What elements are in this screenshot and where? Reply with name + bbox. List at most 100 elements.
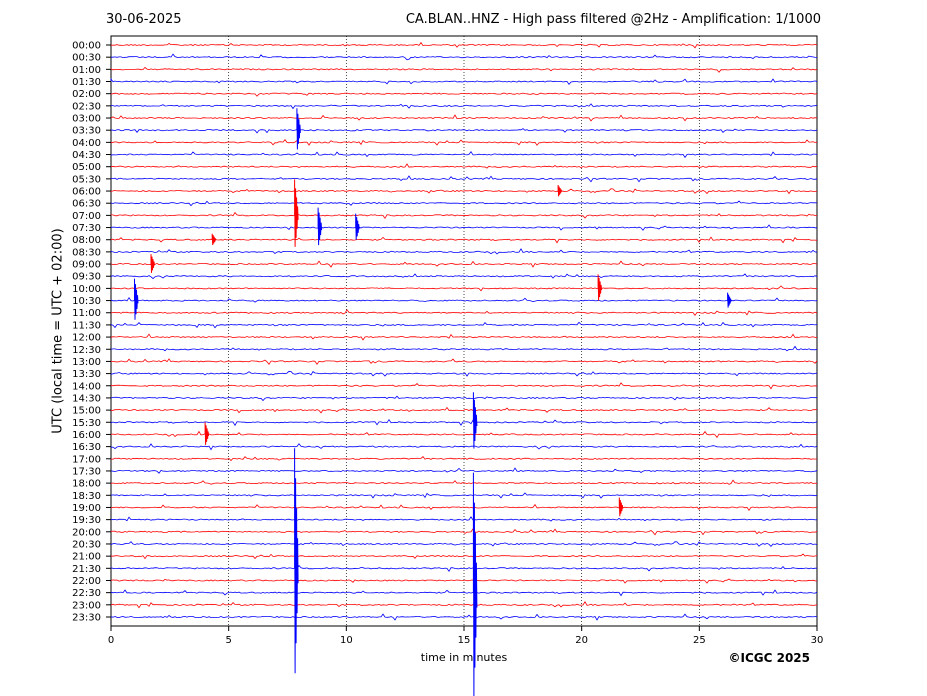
trace-line [110, 443, 818, 451]
trace-line [110, 358, 818, 366]
row-label: 18:00 [72, 479, 101, 490]
row-label: 09:30 [72, 272, 101, 283]
trace-line [110, 236, 818, 244]
chart-title: CA.BLAN..HNZ - High pass filtered @2Hz -… [405, 12, 821, 27]
row-label: 16:00 [72, 430, 101, 441]
row-label: 16:30 [72, 442, 101, 453]
x-tick-label: 10 [340, 635, 353, 646]
row-label: 01:00 [72, 65, 101, 76]
row-label: 06:30 [72, 199, 101, 210]
row-label: 10:30 [72, 296, 101, 307]
row-label: 11:30 [72, 320, 101, 331]
row-label: 03:30 [72, 126, 101, 137]
trace-line [110, 150, 818, 159]
seismic-event [134, 278, 139, 320]
row-label: 12:00 [72, 333, 101, 344]
seismic-event [296, 108, 301, 150]
trace-line [110, 503, 818, 512]
seismic-event [294, 179, 299, 247]
row-label: 06:00 [72, 187, 101, 198]
trace-line [110, 163, 818, 169]
trace-line [110, 248, 818, 255]
row-label: 02:00 [72, 89, 101, 100]
seismic-event [211, 233, 217, 246]
seismic-event [472, 392, 478, 449]
trace-line [110, 200, 818, 207]
trace-line [110, 382, 818, 390]
date-label: 30-06-2025 [106, 12, 182, 27]
row-label: 12:30 [72, 345, 101, 356]
seismic-event [204, 422, 210, 445]
row-label: 00:00 [72, 41, 101, 52]
trace-line [110, 345, 818, 352]
row-label: 13:00 [72, 357, 101, 368]
trace-line [110, 613, 818, 621]
row-label: 21:30 [72, 564, 101, 575]
trace-line [110, 516, 818, 522]
trace-line [110, 296, 818, 303]
trace-line [110, 128, 818, 134]
seismic-event [317, 207, 323, 246]
trace-line [110, 139, 818, 146]
seismic-event [618, 497, 624, 517]
trace-line [110, 188, 818, 195]
trace-line [110, 589, 818, 597]
row-label: 01:30 [72, 77, 101, 88]
row-label: 09:00 [72, 260, 101, 271]
row-label: 17:30 [72, 466, 101, 477]
trace-line [110, 309, 818, 316]
trace-line [110, 273, 818, 280]
trace-line [110, 395, 818, 402]
row-label: 13:30 [72, 369, 101, 380]
trace-line [110, 260, 818, 268]
row-label: 22:00 [72, 576, 101, 587]
row-label: 04:00 [72, 138, 101, 149]
row-label: 17:00 [72, 454, 101, 465]
row-label: 05:00 [72, 162, 101, 173]
trace-line [110, 41, 818, 49]
x-tick-label: 5 [225, 635, 231, 646]
x-tick-label: 30 [811, 635, 824, 646]
trace-line [110, 406, 818, 414]
seismic-event [472, 472, 478, 696]
row-label: 08:00 [72, 235, 101, 246]
trace-line [110, 456, 818, 462]
row-label: 18:30 [72, 491, 101, 502]
trace-line [110, 418, 818, 427]
row-label: 23:00 [72, 600, 101, 611]
trace-line [110, 564, 817, 573]
row-label: 20:30 [72, 539, 101, 550]
row-label: 23:30 [72, 612, 101, 623]
x-tick-label: 25 [693, 635, 706, 646]
trace-line [110, 541, 818, 548]
trace-line [110, 479, 818, 485]
trace-line [110, 370, 818, 377]
trace-line [110, 66, 818, 73]
trace-line [110, 211, 818, 220]
trace-line [110, 578, 818, 584]
row-label: 07:30 [72, 223, 101, 234]
row-label: 14:00 [72, 381, 101, 392]
row-label: 00:30 [72, 53, 101, 64]
trace-line [110, 430, 818, 439]
row-label: 05:30 [72, 174, 101, 185]
row-label: 03:00 [72, 114, 101, 125]
trace-line [110, 285, 818, 292]
row-label: 14:30 [72, 393, 101, 404]
seismic-event [727, 292, 732, 308]
trace-line [111, 53, 818, 61]
x-tick-label: 15 [458, 635, 471, 646]
row-label: 04:30 [72, 150, 101, 161]
x-tick-label: 0 [108, 635, 114, 646]
row-label: 15:30 [72, 418, 101, 429]
trace-line [110, 92, 818, 97]
seismic-event [150, 254, 155, 273]
row-label: 15:00 [72, 406, 101, 417]
trace-line [110, 601, 818, 609]
seismic-event [597, 274, 603, 301]
x-tick-label: 20 [575, 635, 588, 646]
row-label: 10:00 [72, 284, 101, 295]
row-label: 07:00 [72, 211, 101, 222]
row-label: 20:00 [72, 527, 101, 538]
